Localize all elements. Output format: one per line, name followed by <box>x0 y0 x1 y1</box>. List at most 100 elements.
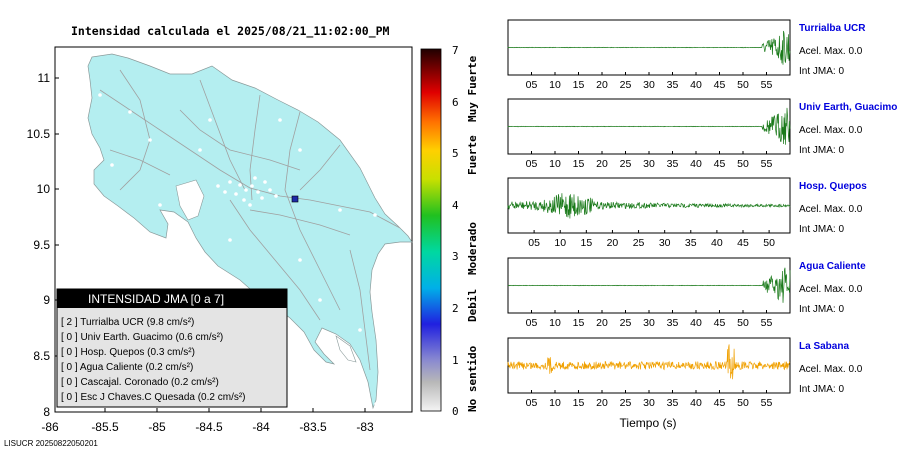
intensity-jma: Int JMA: 0 <box>799 224 844 235</box>
legend-header-bg <box>57 289 287 308</box>
map-x-tick: -86 <box>41 420 59 434</box>
trace-x-tick-label: 45 <box>714 158 726 170</box>
accel-max: Acel. Max. 0.0 <box>799 284 863 295</box>
trace-x-tick-label: 30 <box>643 79 655 91</box>
trace-x-tick-label: 35 <box>667 317 679 329</box>
map-x-tick: -84 <box>252 420 270 434</box>
colorbar-label: Muy Fuerte <box>466 55 479 122</box>
trace-x-tick-label: 55 <box>761 158 773 170</box>
trace-x-tick-label: 20 <box>596 397 608 409</box>
trace-x-tick-label: 40 <box>690 397 702 409</box>
seismogram-panels: 05 10 15 20 25 30 35 40 45 50 55 Turrialba UCR Acel.… <box>507 19 897 409</box>
trace-x-tick-label: 35 <box>685 237 697 249</box>
trace-x-tick-label: 35 <box>667 79 679 91</box>
trace-x-tick-label: 05 <box>526 158 538 170</box>
trace-x-tick-label: 35 <box>667 158 679 170</box>
trace-x-tick-label: 35 <box>667 397 679 409</box>
station-name: Univ Earth, Guacimo <box>799 102 897 113</box>
map-x-tick: -83.5 <box>299 420 327 434</box>
intensity-jma: Int JMA: 0 <box>799 66 844 77</box>
colorbar-tick: 1 <box>452 354 459 367</box>
colorbar-tick: 0 <box>452 405 459 418</box>
trace-x-tick-label: 30 <box>643 158 655 170</box>
map-y-tick: 9 <box>43 293 50 307</box>
costa-rica-land <box>87 53 413 410</box>
accel-max: Acel. Max. 0.0 <box>799 204 863 215</box>
trace-x-tick-label: 05 <box>526 317 538 329</box>
map-y-tick: 8.5 <box>33 349 50 363</box>
trace-x-tick-label: 40 <box>690 317 702 329</box>
trace-x-tick-label: 10 <box>549 158 561 170</box>
waveform-trace <box>507 344 791 380</box>
colorbar-tick: 2 <box>452 302 459 315</box>
trace-x-tick-label: 20 <box>607 237 619 249</box>
trace-x-tick-label: 55 <box>761 317 773 329</box>
waveform-trace <box>507 193 791 219</box>
seismogram-panel: 05 10 15 20 25 30 35 40 45 50 55 La Sabana Acel. Max… <box>507 337 863 409</box>
trace-x-tick-label: 20 <box>596 158 608 170</box>
colorbar-label: No sentido <box>466 345 479 412</box>
trace-x-tick-label: 50 <box>737 397 749 409</box>
colorbar-tick: 3 <box>452 250 459 263</box>
epicenter-marker <box>291 195 299 203</box>
trace-x-tick-label: 25 <box>633 237 645 249</box>
intensity-legend: INTENSIDAD JMA [0 a 7] [ 2 ] Turrialba U… <box>56 288 288 408</box>
map-x-tick: -83 <box>356 420 374 434</box>
trace-x-tick-label: 25 <box>620 397 632 409</box>
trace-x-tick-label: 55 <box>761 79 773 91</box>
map-y-tick: 10 <box>37 182 51 196</box>
map-y-tick: 9.5 <box>33 238 50 252</box>
trace-x-tick-label: 50 <box>763 237 775 249</box>
trace-x-tick-label: 05 <box>528 237 540 249</box>
trace-x-tick-label: 50 <box>737 79 749 91</box>
map-y-tick: 11 <box>38 71 51 85</box>
trace-x-tick-label: 15 <box>573 397 585 409</box>
station-name: Agua Caliente <box>799 261 866 272</box>
map-panel: 11 10.5 10 9.5 9 8.5 8 -86 -85.5 -85 -84… <box>27 46 413 434</box>
station-name: Turrialba UCR <box>799 23 866 34</box>
colorbar-tick: 5 <box>452 147 459 160</box>
legend-item: [ 0 ] Hosp. Quepos (0.3 cm/s²) <box>61 347 195 358</box>
trace-x-tick-label: 10 <box>549 317 561 329</box>
station-name: La Sabana <box>799 341 849 352</box>
trace-x-tick-label: 15 <box>573 317 585 329</box>
trace-x-tick-label: 20 <box>596 79 608 91</box>
colorbar-label: Moderado <box>466 222 479 275</box>
trace-x-tick-label: 30 <box>643 397 655 409</box>
trace-x-tick-label: 40 <box>711 237 723 249</box>
station-markers <box>98 93 378 406</box>
trace-x-tick-label: 45 <box>714 397 726 409</box>
seismogram-panel: 05 10 15 20 25 30 35 40 45 50 55 Agua Caliente Acel.… <box>507 257 866 329</box>
map-y-tick-labels: 11 10.5 10 9.5 9 8.5 8 <box>27 71 51 419</box>
accel-max: Acel. Max. 0.0 <box>799 46 863 57</box>
legend-box <box>56 288 288 408</box>
colorbar-tick: 4 <box>452 199 459 212</box>
trace-x-tick-label: 10 <box>549 397 561 409</box>
trace-x-tick-label: 25 <box>620 317 632 329</box>
seismogram-panel: 05 10 15 20 25 30 35 40 45 50 Hosp. Quepos Acel. Ma… <box>507 177 867 249</box>
intensity-jma: Int JMA: 0 <box>799 145 844 156</box>
trace-x-tick-label: 50 <box>737 317 749 329</box>
trace-x-tick-label: 10 <box>549 79 561 91</box>
accel-max: Acel. Max. 0.0 <box>799 125 863 136</box>
map-x-tick-labels: -86 -85.5 -85 -84.5 -84 -83.5 -83 <box>41 420 374 434</box>
map-x-tick: -85 <box>148 420 166 434</box>
legend-item: [ 0 ] Cascajal. Coronado (0.2 cm/s²) <box>61 377 219 388</box>
seismogram-panel: 05 10 15 20 25 30 35 40 45 50 55 Turrialba UCR Acel.… <box>507 19 866 91</box>
trace-x-tick-label: 15 <box>573 79 585 91</box>
station-name: Hosp. Quepos <box>799 181 867 192</box>
colorbar-tick: 6 <box>452 96 459 109</box>
intensity-jma: Int JMA: 0 <box>799 384 844 395</box>
colorbar-scale <box>420 48 442 412</box>
map-x-tick: -84.5 <box>195 420 223 434</box>
trace-x-tick-label: 30 <box>643 317 655 329</box>
legend-header: INTENSIDAD JMA [0 a 7] <box>88 292 224 306</box>
time-axis-label: Tiempo (s) <box>620 416 677 430</box>
trace-x-tick-label: 15 <box>580 237 592 249</box>
map-x-tick: -85.5 <box>91 420 119 434</box>
trace-x-tick-label: 45 <box>714 79 726 91</box>
golfo-dulce <box>335 335 357 363</box>
waveform-trace <box>507 30 791 65</box>
nicoya-gulf <box>175 179 205 221</box>
trace-x-tick-label: 45 <box>714 317 726 329</box>
